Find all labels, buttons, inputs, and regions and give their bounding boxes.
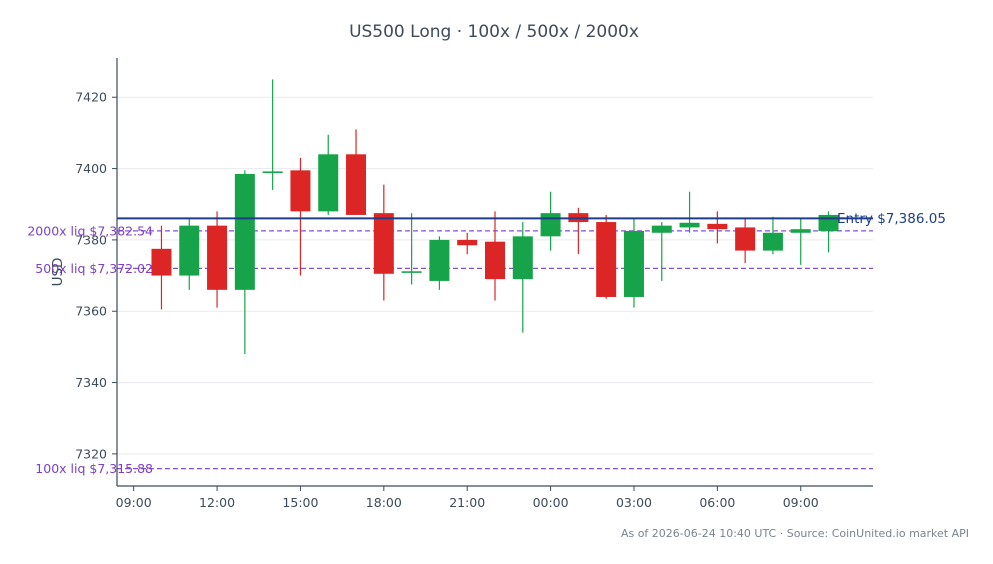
- candle-body-19: [679, 222, 700, 228]
- footer-source: As of 2026-06-24 10:40 UTC · Source: Coi…: [621, 527, 969, 540]
- candle-body-3: [234, 173, 255, 290]
- entry-label: Entry $7,386.05: [837, 211, 946, 227]
- x-axis-ticks: 09:00 12:00 15:00 18:00 21:00 00:00 03:00 06:00…: [116, 486, 819, 510]
- y-tick-label-7320: 7320: [75, 446, 107, 461]
- candle-body-23: [790, 229, 811, 233]
- candle-body-10: [429, 239, 450, 281]
- y-tick-label-7340: 7340: [75, 375, 107, 390]
- chart-title: US500 Long · 100x / 500x / 2000x: [349, 22, 639, 42]
- candle-body-22: [762, 232, 783, 251]
- candle-body-11: [457, 239, 478, 246]
- candle-body-20: [707, 223, 728, 230]
- candle-body-9: [401, 271, 422, 273]
- candle-body-13: [512, 236, 533, 280]
- x-tick-label-3: 18:00: [366, 495, 402, 510]
- y-tick-label-7380: 7380: [75, 232, 107, 247]
- candle-body-21: [735, 227, 756, 251]
- x-tick-label-4: 21:00: [449, 495, 485, 510]
- x-tick-label-5: 00:00: [533, 495, 569, 510]
- x-tick-label-7: 06:00: [699, 495, 735, 510]
- y-tick-label-7360: 7360: [75, 304, 107, 319]
- x-tick-label-0: 09:00: [116, 495, 152, 510]
- candle-body-4: [262, 171, 283, 174]
- y-tick-label-7400: 7400: [75, 161, 107, 176]
- candle-body-7: [346, 154, 367, 215]
- candle-body-5: [290, 170, 311, 212]
- x-tick-label-2: 15:00: [282, 495, 318, 510]
- liq-label-2: 100x liq $7,315.88: [35, 461, 153, 476]
- x-tick-label-8: 09:00: [783, 495, 819, 510]
- x-tick-label-6: 03:00: [616, 495, 652, 510]
- candle-body-17: [623, 230, 644, 297]
- liq-label-0: 2000x liq $7,382.54: [27, 223, 153, 238]
- candle-body-18: [651, 225, 672, 233]
- candle-body-12: [485, 241, 505, 280]
- candle-body-2: [207, 225, 228, 290]
- candle-body-8: [373, 213, 394, 274]
- x-tick-label-1: 12:00: [199, 495, 235, 510]
- y-axis-label: USD: [50, 258, 66, 287]
- y-tick-label-7420: 7420: [75, 90, 107, 105]
- y-axis-ticks: 7320 7340 7360 7380 7400 7420: [75, 90, 117, 461]
- candle-body-0: [151, 248, 172, 276]
- candle-body-6: [318, 154, 339, 212]
- candlesticks: [151, 79, 839, 355]
- axes: [116, 58, 873, 487]
- candle-body-1: [179, 225, 200, 276]
- level-labels: 2000x liq $7,382.54 500x liq $7,372.02 100…: [27, 211, 946, 476]
- candle-body-16: [596, 222, 617, 297]
- candle-body-14: [540, 213, 561, 237]
- liq-label-1: 500x liq $7,372.02: [35, 261, 153, 276]
